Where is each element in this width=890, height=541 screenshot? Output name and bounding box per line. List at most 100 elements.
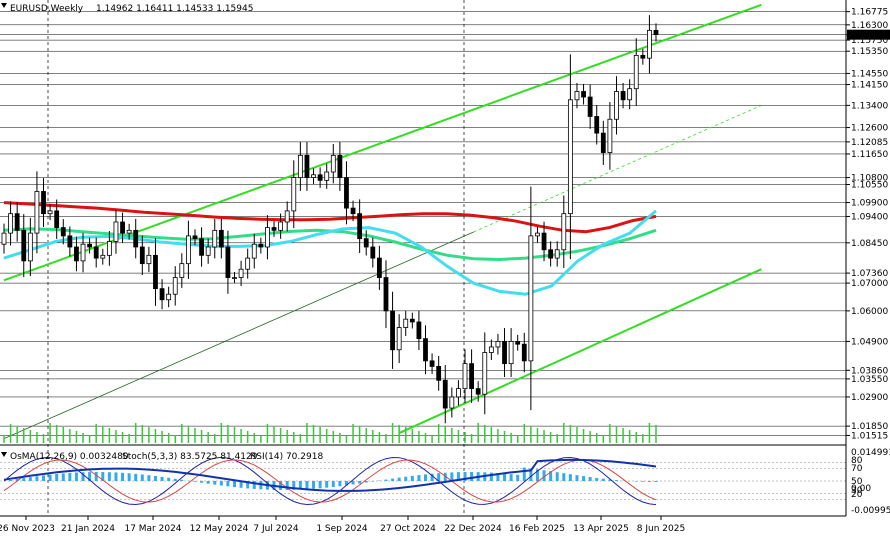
bull-candle [212, 229, 218, 248]
bull-candle [80, 243, 86, 262]
bull-candle [508, 341, 514, 365]
time-label: 17 Mar 2024 [124, 524, 181, 534]
bear-candle [41, 191, 46, 215]
bull-candle [172, 277, 178, 295]
time-label: 8 Jun 2025 [637, 524, 685, 534]
bull-candle [554, 249, 560, 259]
bull-candle [27, 232, 33, 262]
bull-candle [633, 54, 639, 90]
indicator-label: 20 [851, 490, 863, 500]
bear-candle [620, 91, 626, 101]
bull-candle [205, 246, 211, 256]
indicator-label: 70 [851, 464, 863, 474]
bear-candle [120, 221, 125, 234]
price-label: 1.15945 [851, 31, 888, 41]
bear-candle [502, 341, 507, 365]
price-label: 1.01515 [851, 431, 888, 441]
bear-candle [199, 238, 204, 256]
bull-candle [535, 232, 540, 237]
bear-candle [370, 246, 376, 259]
bull-candle [47, 210, 53, 215]
time-label: 27 Oct 2024 [380, 524, 436, 534]
time-label: 1 Sep 2024 [316, 524, 368, 534]
bull-candle [245, 257, 251, 270]
bull-candle [311, 174, 316, 178]
price-label: 1.15350 [851, 47, 888, 57]
bull-candle [627, 88, 633, 101]
ohlc-values: 1.14962 1.16411 1.14533 1.15945 [96, 4, 253, 14]
bull-candle [232, 277, 237, 279]
chart-menu-triangle-icon[interactable] [1, 3, 7, 8]
bear-candle [515, 341, 521, 345]
bull-candle [324, 171, 330, 181]
price-label: 1.03550 [851, 375, 888, 385]
time-label: 21 Jan 2024 [61, 524, 115, 534]
bear-candle [74, 246, 79, 262]
bear-candle [54, 210, 60, 228]
volume-bars [3, 423, 657, 443]
bear-candle [475, 388, 481, 395]
bear-candle [60, 227, 66, 237]
bear-candle [153, 254, 158, 290]
indicator-label: 80 [851, 456, 863, 466]
bear-candle [350, 207, 356, 215]
moving-averages [3, 201, 657, 296]
bear-candle [159, 288, 165, 301]
indicator-label: 50 [851, 477, 863, 487]
stoch-signal-line [3, 459, 657, 503]
time-label: 26 Nov 2023 [0, 524, 55, 534]
bull-candle [456, 388, 461, 398]
bull-candle [330, 154, 336, 173]
rsi-line [3, 458, 657, 492]
bull-candle [574, 91, 580, 101]
price-label: 1.11650 [851, 150, 888, 160]
bear-candle [409, 318, 415, 323]
price-label: 1.16775 [851, 8, 888, 18]
price-label: 1.10800 [851, 174, 888, 184]
bull-candle [113, 221, 119, 242]
lower-channel-line [398, 268, 762, 434]
osma-readout: OsMA(12,26,9) 0.0032480 [10, 452, 129, 462]
rsi-readout: RSI(14) 70.2918 [250, 452, 323, 462]
bull-candle [403, 318, 409, 328]
oscillator-panel [0, 456, 846, 506]
bear-candle [87, 243, 93, 248]
price-label: 1.09400 [851, 212, 888, 222]
bull-candle [482, 352, 488, 395]
price-label: 1.04900 [851, 337, 888, 347]
bear-candle [436, 366, 442, 381]
indicator-label: -0.009951 [851, 506, 890, 516]
bear-candle [357, 213, 363, 240]
bear-candle [192, 235, 198, 240]
bull-candle [449, 396, 455, 409]
bull-candle [126, 229, 132, 234]
bull-candle [251, 243, 257, 259]
bull-candle [396, 327, 402, 351]
bear-candle [363, 238, 369, 248]
bull-candle [1, 232, 7, 245]
price-label: 1.01850 [851, 422, 888, 432]
bull-candle [34, 191, 40, 234]
bear-candle [258, 243, 264, 248]
bear-candle [93, 246, 99, 259]
bear-candle [521, 343, 527, 362]
mid-channel-projection [473, 104, 762, 233]
bear-candle [14, 213, 20, 231]
indicator-menu-triangle-icon[interactable] [1, 452, 7, 457]
bull-candle [278, 221, 284, 231]
price-label: 1.07360 [851, 269, 888, 279]
time-axis: 26 Nov 2023 21 Jan 2024 17 Mar 2024 12 May … [0, 516, 685, 534]
bull-candle [291, 177, 297, 212]
bear-candle [594, 116, 600, 134]
bull-candle [488, 346, 494, 353]
bear-candle [429, 360, 435, 367]
bear-candle [587, 96, 593, 117]
ma-cyan-line [3, 209, 657, 296]
indicator-label: 0.00 [851, 484, 871, 494]
price-label: 1.12600 [851, 124, 888, 134]
price-label: 1.14150 [851, 81, 888, 91]
bull-candle [166, 293, 172, 301]
bear-candle [317, 174, 323, 181]
